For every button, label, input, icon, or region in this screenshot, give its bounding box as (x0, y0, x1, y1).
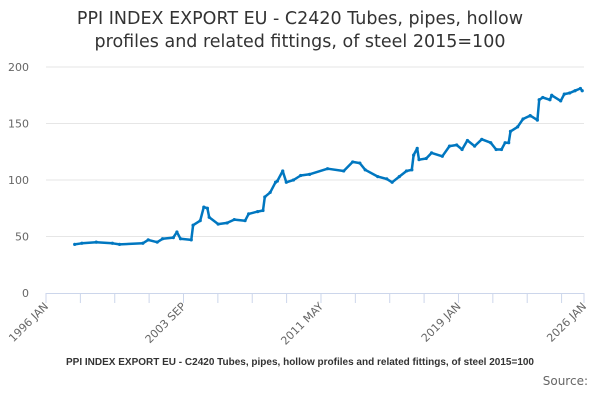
data-point (351, 160, 355, 164)
data-point (261, 208, 265, 213)
data-point (308, 172, 312, 176)
data-point (541, 95, 545, 100)
data-point (73, 242, 77, 247)
data-point (284, 180, 288, 184)
data-point (146, 238, 150, 242)
y-tick-label: 200 (8, 61, 29, 74)
data-point (503, 141, 507, 145)
data-point (528, 113, 532, 118)
data-point (363, 168, 367, 172)
data-point (198, 219, 202, 223)
x-tick-label: 2003 SEP (143, 300, 189, 346)
data-point (256, 210, 260, 214)
data-point (358, 161, 362, 165)
data-point (155, 240, 159, 244)
data-point (243, 219, 247, 223)
y-tick-label: 0 (22, 287, 29, 300)
data-point (189, 238, 193, 242)
data-point (404, 169, 409, 173)
data-point (508, 129, 513, 134)
data-point (225, 221, 229, 225)
data-point (207, 215, 211, 219)
data-point (291, 178, 296, 182)
data-point (160, 237, 165, 241)
data-point (550, 93, 554, 97)
data-point (573, 89, 577, 93)
y-tick-label: 150 (8, 118, 29, 131)
data-point (548, 98, 552, 102)
chart-title: PPI INDEX EXPORT EU - C2420 Tubes, pipes… (0, 8, 600, 54)
data-point (494, 147, 498, 152)
data-point (568, 91, 572, 95)
data-point (171, 236, 175, 240)
data-point (465, 138, 470, 143)
data-point (232, 217, 236, 222)
data-point (440, 154, 444, 158)
data-point (205, 206, 209, 210)
x-axis: 1996 JAN 2003 SEP 2011 MAY 2019 JAN 2026 JAN (6, 293, 589, 348)
data-point (247, 212, 251, 216)
data-point (412, 153, 416, 157)
data-point (424, 156, 428, 161)
y-axis: 0 50 100 150 200 (8, 61, 29, 300)
data-point (263, 195, 267, 199)
data-point (516, 125, 520, 129)
data-point (110, 241, 114, 245)
series-line (74, 87, 584, 246)
data-point (117, 242, 122, 247)
data-point (141, 241, 145, 245)
data-point (429, 151, 434, 155)
data-point (325, 167, 330, 171)
y-tick-label: 50 (15, 231, 29, 244)
y-tick-label: 100 (8, 174, 29, 187)
data-point (578, 86, 583, 91)
grid (46, 66, 584, 237)
data-point (521, 117, 525, 121)
data-point (580, 89, 584, 93)
data-point (417, 158, 421, 162)
data-point (489, 141, 493, 145)
series (73, 86, 584, 247)
data-point (281, 169, 285, 173)
data-point (447, 144, 452, 148)
data-point (415, 146, 419, 150)
data-point (460, 147, 464, 152)
data-point (202, 205, 206, 209)
data-point (473, 144, 477, 148)
data-point (299, 173, 303, 178)
data-point (268, 190, 272, 195)
data-point (390, 180, 394, 184)
source-label: Source: (542, 374, 588, 388)
data-point (175, 230, 179, 234)
chart-title-line-2: profiles and related fittings, of steel … (94, 32, 506, 52)
x-tick-label: 2019 JAN (419, 300, 464, 345)
data-point (80, 241, 84, 245)
data-point (178, 237, 183, 241)
data-point (94, 240, 98, 244)
data-point (397, 175, 401, 179)
x-tick-label: 1996 JAN (6, 300, 51, 345)
data-point (216, 222, 220, 226)
data-point (410, 168, 414, 172)
data-point (535, 118, 539, 122)
chart-caption: PPI INDEX EXPORT EU - C2420 Tubes, pipes… (66, 357, 534, 368)
data-point (191, 223, 195, 227)
x-tick-label: 2026 JAN (544, 300, 589, 345)
data-point (342, 169, 346, 173)
data-point (499, 147, 504, 152)
data-point (480, 137, 484, 141)
data-point (275, 179, 279, 183)
data-point (455, 143, 459, 147)
data-point (376, 175, 380, 179)
data-point (537, 98, 541, 102)
x-tick-label: 2011 MAY (278, 300, 326, 348)
data-point (507, 141, 511, 145)
data-point (562, 92, 566, 96)
data-point (559, 99, 563, 103)
data-point (385, 177, 389, 181)
chart-title-line-1: PPI INDEX EXPORT EU - C2420 Tubes, pipes… (76, 9, 524, 29)
